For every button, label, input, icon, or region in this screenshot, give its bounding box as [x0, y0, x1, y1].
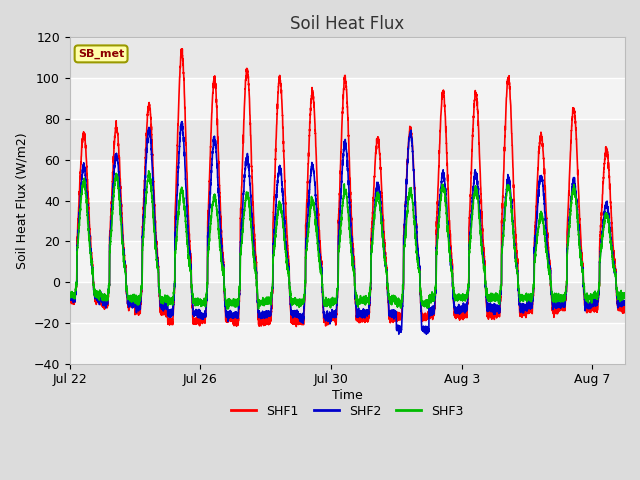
- Text: SB_met: SB_met: [78, 49, 124, 59]
- SHF2: [66, 293, 74, 299]
- Bar: [70, 241, 625, 282]
- SHF2: [116, 195, 124, 201]
- SHF2: [401, 216, 409, 222]
- X-axis label: Time: Time: [332, 389, 363, 402]
- SHF2: [182, 176, 189, 182]
- SHF3: [182, 219, 189, 225]
- SHF1: [463, 314, 470, 320]
- Bar: [70, 160, 625, 201]
- Line: SHF1: SHF1: [70, 49, 625, 326]
- Bar: [70, 78, 625, 119]
- Y-axis label: Soil Heat Flux (W/m2): Soil Heat Flux (W/m2): [15, 132, 28, 269]
- Bar: [70, 323, 625, 364]
- SHF2: [407, 127, 415, 133]
- Title: Soil Heat Flux: Soil Heat Flux: [290, 15, 404, 33]
- SHF1: [179, 46, 186, 52]
- SHF1: [292, 324, 300, 329]
- SHF3: [66, 289, 74, 295]
- SHF1: [116, 176, 124, 181]
- SHF3: [116, 212, 124, 217]
- SHF2: [621, 299, 628, 305]
- SHF2: [422, 331, 430, 337]
- Line: SHF2: SHF2: [70, 121, 625, 334]
- SHF1: [66, 297, 74, 303]
- SHF3: [145, 168, 152, 174]
- SHF3: [401, 238, 409, 244]
- SHF3: [621, 293, 628, 299]
- SHF3: [407, 187, 415, 192]
- SHF1: [154, 259, 162, 265]
- SHF1: [401, 211, 409, 216]
- Line: SHF3: SHF3: [70, 171, 625, 309]
- Legend: SHF1, SHF2, SHF3: SHF1, SHF2, SHF3: [227, 400, 468, 423]
- SHF3: [463, 294, 470, 300]
- SHF1: [182, 124, 189, 130]
- SHF2: [178, 119, 186, 124]
- SHF2: [154, 267, 162, 273]
- SHF3: [223, 306, 231, 312]
- SHF1: [621, 306, 628, 312]
- SHF3: [154, 269, 162, 275]
- SHF2: [463, 308, 470, 313]
- SHF1: [407, 124, 415, 130]
